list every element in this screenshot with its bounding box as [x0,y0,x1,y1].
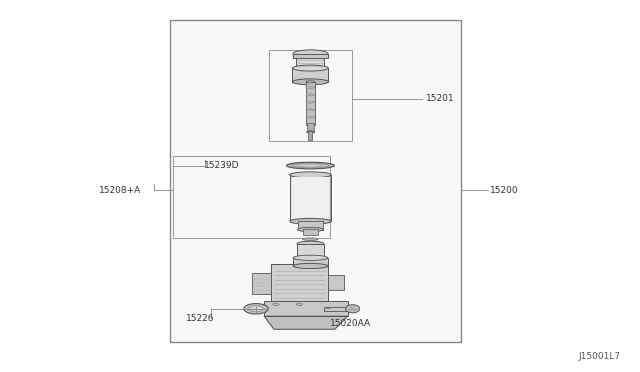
Bar [296,58,324,69]
Bar [298,221,323,230]
Text: 15020AA: 15020AA [330,319,371,328]
Ellipse shape [293,263,328,269]
Ellipse shape [306,94,315,96]
Ellipse shape [302,238,319,240]
Text: 15226: 15226 [186,314,214,323]
Text: 15201: 15201 [426,94,454,103]
Ellipse shape [297,241,324,246]
Bar [264,301,348,316]
Text: J15001L7: J15001L7 [579,352,621,361]
Bar [271,264,328,301]
Bar [252,273,271,294]
Text: 15239D: 15239D [204,161,239,170]
Ellipse shape [306,86,315,89]
Ellipse shape [292,50,328,58]
Ellipse shape [307,243,314,245]
Ellipse shape [346,305,360,313]
Text: 15208+A: 15208+A [99,186,141,195]
Ellipse shape [289,172,332,178]
Bar [269,50,352,141]
Polygon shape [264,316,348,329]
Bar [307,123,314,132]
Ellipse shape [292,163,329,168]
Bar [308,131,312,140]
Ellipse shape [306,101,315,103]
Ellipse shape [249,306,263,312]
Ellipse shape [306,81,315,83]
Bar [290,175,332,221]
Bar [303,229,318,235]
Text: 15200: 15200 [490,186,518,195]
Bar [170,20,461,342]
Ellipse shape [307,131,314,133]
Ellipse shape [273,303,279,305]
Bar [292,68,328,82]
Ellipse shape [298,227,323,232]
Bar [292,177,330,219]
Ellipse shape [292,79,328,85]
Ellipse shape [306,116,315,118]
Bar [328,275,344,290]
Ellipse shape [296,66,324,71]
Bar [297,244,324,259]
Ellipse shape [244,304,268,314]
Bar [293,54,328,58]
Bar [173,156,330,238]
Ellipse shape [287,162,334,169]
Bar [293,258,328,266]
Ellipse shape [306,109,315,110]
Ellipse shape [292,65,328,71]
Ellipse shape [289,218,332,224]
Bar [324,307,350,311]
Ellipse shape [293,255,328,260]
Bar [306,82,315,125]
Ellipse shape [298,164,323,167]
Ellipse shape [297,256,324,261]
Ellipse shape [296,303,303,305]
